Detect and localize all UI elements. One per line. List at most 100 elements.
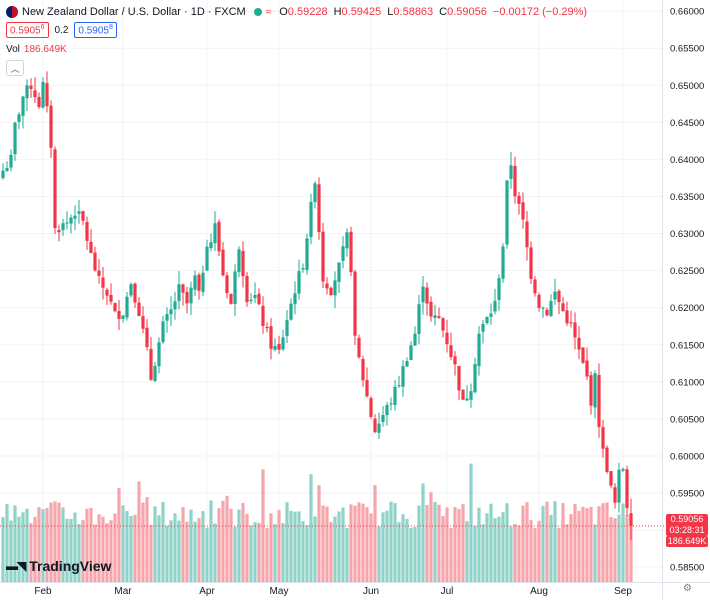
volume-bar bbox=[525, 502, 529, 582]
volume-bar bbox=[341, 507, 345, 582]
volume-bar bbox=[161, 501, 165, 582]
volume-bar bbox=[89, 507, 93, 582]
candle-body bbox=[53, 149, 57, 229]
volume-bar bbox=[105, 523, 109, 582]
candle-body bbox=[421, 286, 425, 303]
sell-button[interactable]: 0.59056 bbox=[6, 22, 49, 39]
candle-body bbox=[73, 215, 77, 219]
candle-body bbox=[269, 326, 273, 349]
volume-bar bbox=[49, 502, 53, 582]
volume-bar bbox=[9, 520, 13, 582]
candle-body bbox=[377, 423, 381, 433]
volume-bar bbox=[133, 514, 137, 582]
volume-bar bbox=[445, 507, 449, 582]
volume-bar bbox=[33, 516, 37, 582]
candle-body bbox=[193, 275, 197, 290]
volume-bar bbox=[465, 521, 469, 582]
volume-bar bbox=[77, 524, 81, 582]
volume-bar bbox=[593, 524, 597, 582]
x-tick-label: Sep bbox=[614, 586, 632, 597]
wave-icon: ≈ bbox=[265, 6, 272, 18]
candle-body bbox=[297, 271, 301, 294]
y-tick-label: 0.64500 bbox=[670, 118, 704, 129]
candle-body bbox=[429, 301, 433, 317]
volume-bar bbox=[517, 525, 521, 582]
nzd-flag-icon bbox=[6, 6, 18, 18]
candle-body bbox=[129, 284, 133, 296]
candle-body bbox=[625, 469, 629, 508]
x-tick-label: Jun bbox=[363, 586, 379, 597]
candle-body bbox=[453, 356, 457, 365]
candle-body bbox=[161, 321, 165, 343]
candle-body bbox=[473, 364, 477, 393]
candle-body bbox=[361, 359, 365, 381]
chevron-up-icon: ︿ bbox=[10, 63, 20, 74]
buy-button[interactable]: 0.59058 bbox=[74, 22, 117, 39]
volume-bar bbox=[569, 514, 573, 582]
volume-bar bbox=[333, 516, 337, 582]
candle-body bbox=[301, 268, 305, 270]
volume-bar bbox=[129, 516, 133, 582]
candle-body bbox=[329, 287, 333, 296]
candle-body bbox=[265, 326, 269, 329]
collapse-legend-button[interactable]: ︿ bbox=[6, 60, 24, 76]
candle-body bbox=[449, 345, 453, 358]
candle-body bbox=[589, 375, 593, 406]
market-open-dot-icon bbox=[253, 8, 262, 16]
candle-body bbox=[537, 294, 541, 308]
candle-body bbox=[201, 272, 205, 293]
volume-bar bbox=[389, 501, 393, 582]
volume-bar bbox=[261, 469, 265, 582]
candle-body bbox=[253, 295, 257, 299]
candle-body bbox=[45, 83, 49, 107]
volume-bar bbox=[565, 524, 569, 582]
candle-body bbox=[41, 82, 45, 108]
volume-bar bbox=[441, 516, 445, 582]
y-tick-label: 0.61000 bbox=[670, 377, 704, 388]
volume-bar bbox=[213, 523, 217, 582]
candle-body bbox=[441, 318, 445, 331]
candle-body bbox=[257, 293, 261, 305]
candle-body bbox=[433, 315, 437, 319]
candle-body bbox=[113, 303, 117, 312]
volume-bar bbox=[325, 506, 329, 582]
candle-body bbox=[609, 471, 613, 486]
volume-bar bbox=[409, 527, 413, 582]
candle-body bbox=[21, 96, 25, 116]
candle-body bbox=[9, 154, 13, 168]
symbol-legend[interactable]: New Zealand Dollar / U.S. Dollar · 1D · … bbox=[6, 4, 593, 20]
volume-bar bbox=[205, 527, 209, 582]
candle-body bbox=[485, 316, 489, 324]
volume-bar bbox=[173, 513, 177, 582]
x-tick-label: May bbox=[270, 586, 289, 597]
volume-bar bbox=[17, 516, 21, 582]
volume-bar bbox=[41, 509, 45, 582]
candle-body bbox=[357, 337, 361, 358]
y-tick-label: 0.58500 bbox=[670, 563, 704, 574]
low-value: 0.58863 bbox=[393, 6, 434, 18]
volume-bar bbox=[189, 509, 193, 582]
candle-body bbox=[597, 374, 601, 427]
candle-body bbox=[461, 389, 465, 400]
candle-body bbox=[497, 278, 501, 300]
volume-legend[interactable]: Vol 186.649K bbox=[6, 44, 67, 55]
candle-body bbox=[85, 222, 89, 241]
settings-icon[interactable]: ⚙ bbox=[683, 583, 692, 594]
volume-bar bbox=[245, 513, 249, 582]
candle-body bbox=[445, 332, 449, 345]
volume-bar bbox=[297, 511, 301, 582]
volume-bar bbox=[253, 522, 257, 582]
candle-body bbox=[237, 249, 241, 272]
candle-body bbox=[17, 114, 21, 122]
candle-body bbox=[561, 303, 565, 312]
candle-body bbox=[413, 333, 417, 346]
candle-body bbox=[261, 305, 265, 326]
volume-bar bbox=[45, 508, 49, 582]
candle-body bbox=[25, 85, 29, 99]
candle-body bbox=[493, 300, 497, 312]
bar-countdown: 03:28:31 bbox=[669, 525, 705, 535]
candle-body bbox=[517, 195, 521, 204]
volume-bar bbox=[433, 501, 437, 582]
candle-body bbox=[77, 211, 81, 214]
